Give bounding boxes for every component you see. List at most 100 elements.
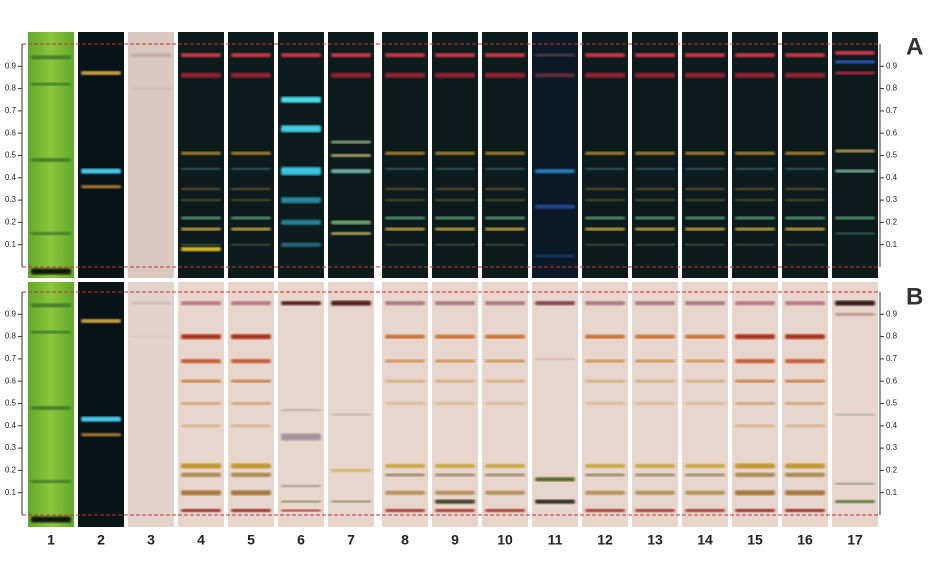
lane (128, 282, 174, 527)
band (31, 303, 71, 308)
band (785, 359, 825, 364)
band (785, 334, 825, 340)
band (181, 509, 221, 513)
band (435, 499, 475, 504)
band (31, 232, 71, 236)
band (181, 216, 221, 220)
band (735, 359, 775, 364)
band (835, 482, 875, 485)
band (231, 463, 271, 469)
band (735, 199, 775, 202)
band (231, 72, 271, 78)
lane (832, 32, 878, 278)
band (785, 53, 825, 58)
band (635, 509, 675, 513)
band (535, 477, 575, 482)
rf-tick-label: 0.8 (886, 332, 898, 341)
lane (532, 282, 578, 527)
band (485, 72, 525, 78)
lane-number: 7 (347, 532, 355, 548)
band (785, 151, 825, 155)
rf-tick-label: 0.5 (5, 399, 17, 408)
band (181, 151, 221, 155)
band (435, 187, 475, 190)
band (735, 402, 775, 405)
band (485, 151, 525, 155)
band (435, 334, 475, 339)
band (585, 53, 625, 58)
band (181, 227, 221, 231)
band (231, 301, 271, 306)
band (231, 216, 271, 220)
band (635, 227, 675, 231)
band (835, 71, 875, 75)
lane (382, 32, 428, 278)
lane (328, 282, 374, 527)
band (685, 187, 725, 190)
band (835, 500, 875, 504)
band (685, 167, 725, 170)
band (281, 485, 321, 488)
band (231, 509, 271, 513)
band (281, 433, 321, 441)
band (385, 227, 425, 231)
lane-number: 6 (297, 532, 305, 548)
band (785, 167, 825, 170)
band (231, 472, 271, 477)
band (385, 402, 425, 405)
band (735, 187, 775, 190)
band (31, 405, 71, 410)
band (231, 402, 271, 405)
lane (432, 32, 478, 278)
band (485, 167, 525, 170)
band (231, 243, 271, 246)
band (231, 359, 271, 364)
lane-number: 1 (47, 532, 55, 548)
band (231, 199, 271, 202)
band (635, 72, 675, 78)
band (585, 301, 625, 306)
band (735, 379, 775, 383)
band (385, 509, 425, 513)
band (281, 409, 321, 412)
band (635, 379, 675, 383)
band (181, 379, 221, 383)
band (231, 334, 271, 340)
band (385, 473, 425, 477)
band (585, 227, 625, 231)
band (231, 490, 271, 496)
band (785, 472, 825, 477)
band (435, 53, 475, 58)
band (635, 53, 675, 58)
rf-tick-label: 0.2 (5, 466, 17, 475)
rf-tick-label: 0.7 (886, 354, 898, 363)
rf-tick-label: 0.6 (5, 128, 17, 137)
band (81, 433, 121, 437)
rf-tick-label: 0.3 (886, 443, 898, 452)
band (585, 463, 625, 468)
band (635, 301, 675, 306)
band (835, 50, 875, 55)
band (535, 73, 575, 78)
band (685, 509, 725, 513)
band (635, 216, 675, 220)
band (485, 199, 525, 202)
lane-number: 10 (497, 532, 513, 548)
band (685, 402, 725, 405)
band (835, 60, 875, 64)
band (485, 243, 525, 246)
band (485, 301, 525, 306)
band (281, 167, 321, 176)
band (31, 157, 71, 162)
rf-tick-label: 0.4 (886, 421, 898, 430)
band (685, 379, 725, 383)
band (785, 72, 825, 78)
band (785, 187, 825, 190)
band (585, 151, 625, 155)
band (181, 247, 221, 252)
rf-tick-label: 0.5 (886, 151, 898, 160)
band (281, 219, 321, 225)
lane-number: 14 (697, 532, 713, 548)
rf-tick-label: 0.6 (886, 128, 898, 137)
